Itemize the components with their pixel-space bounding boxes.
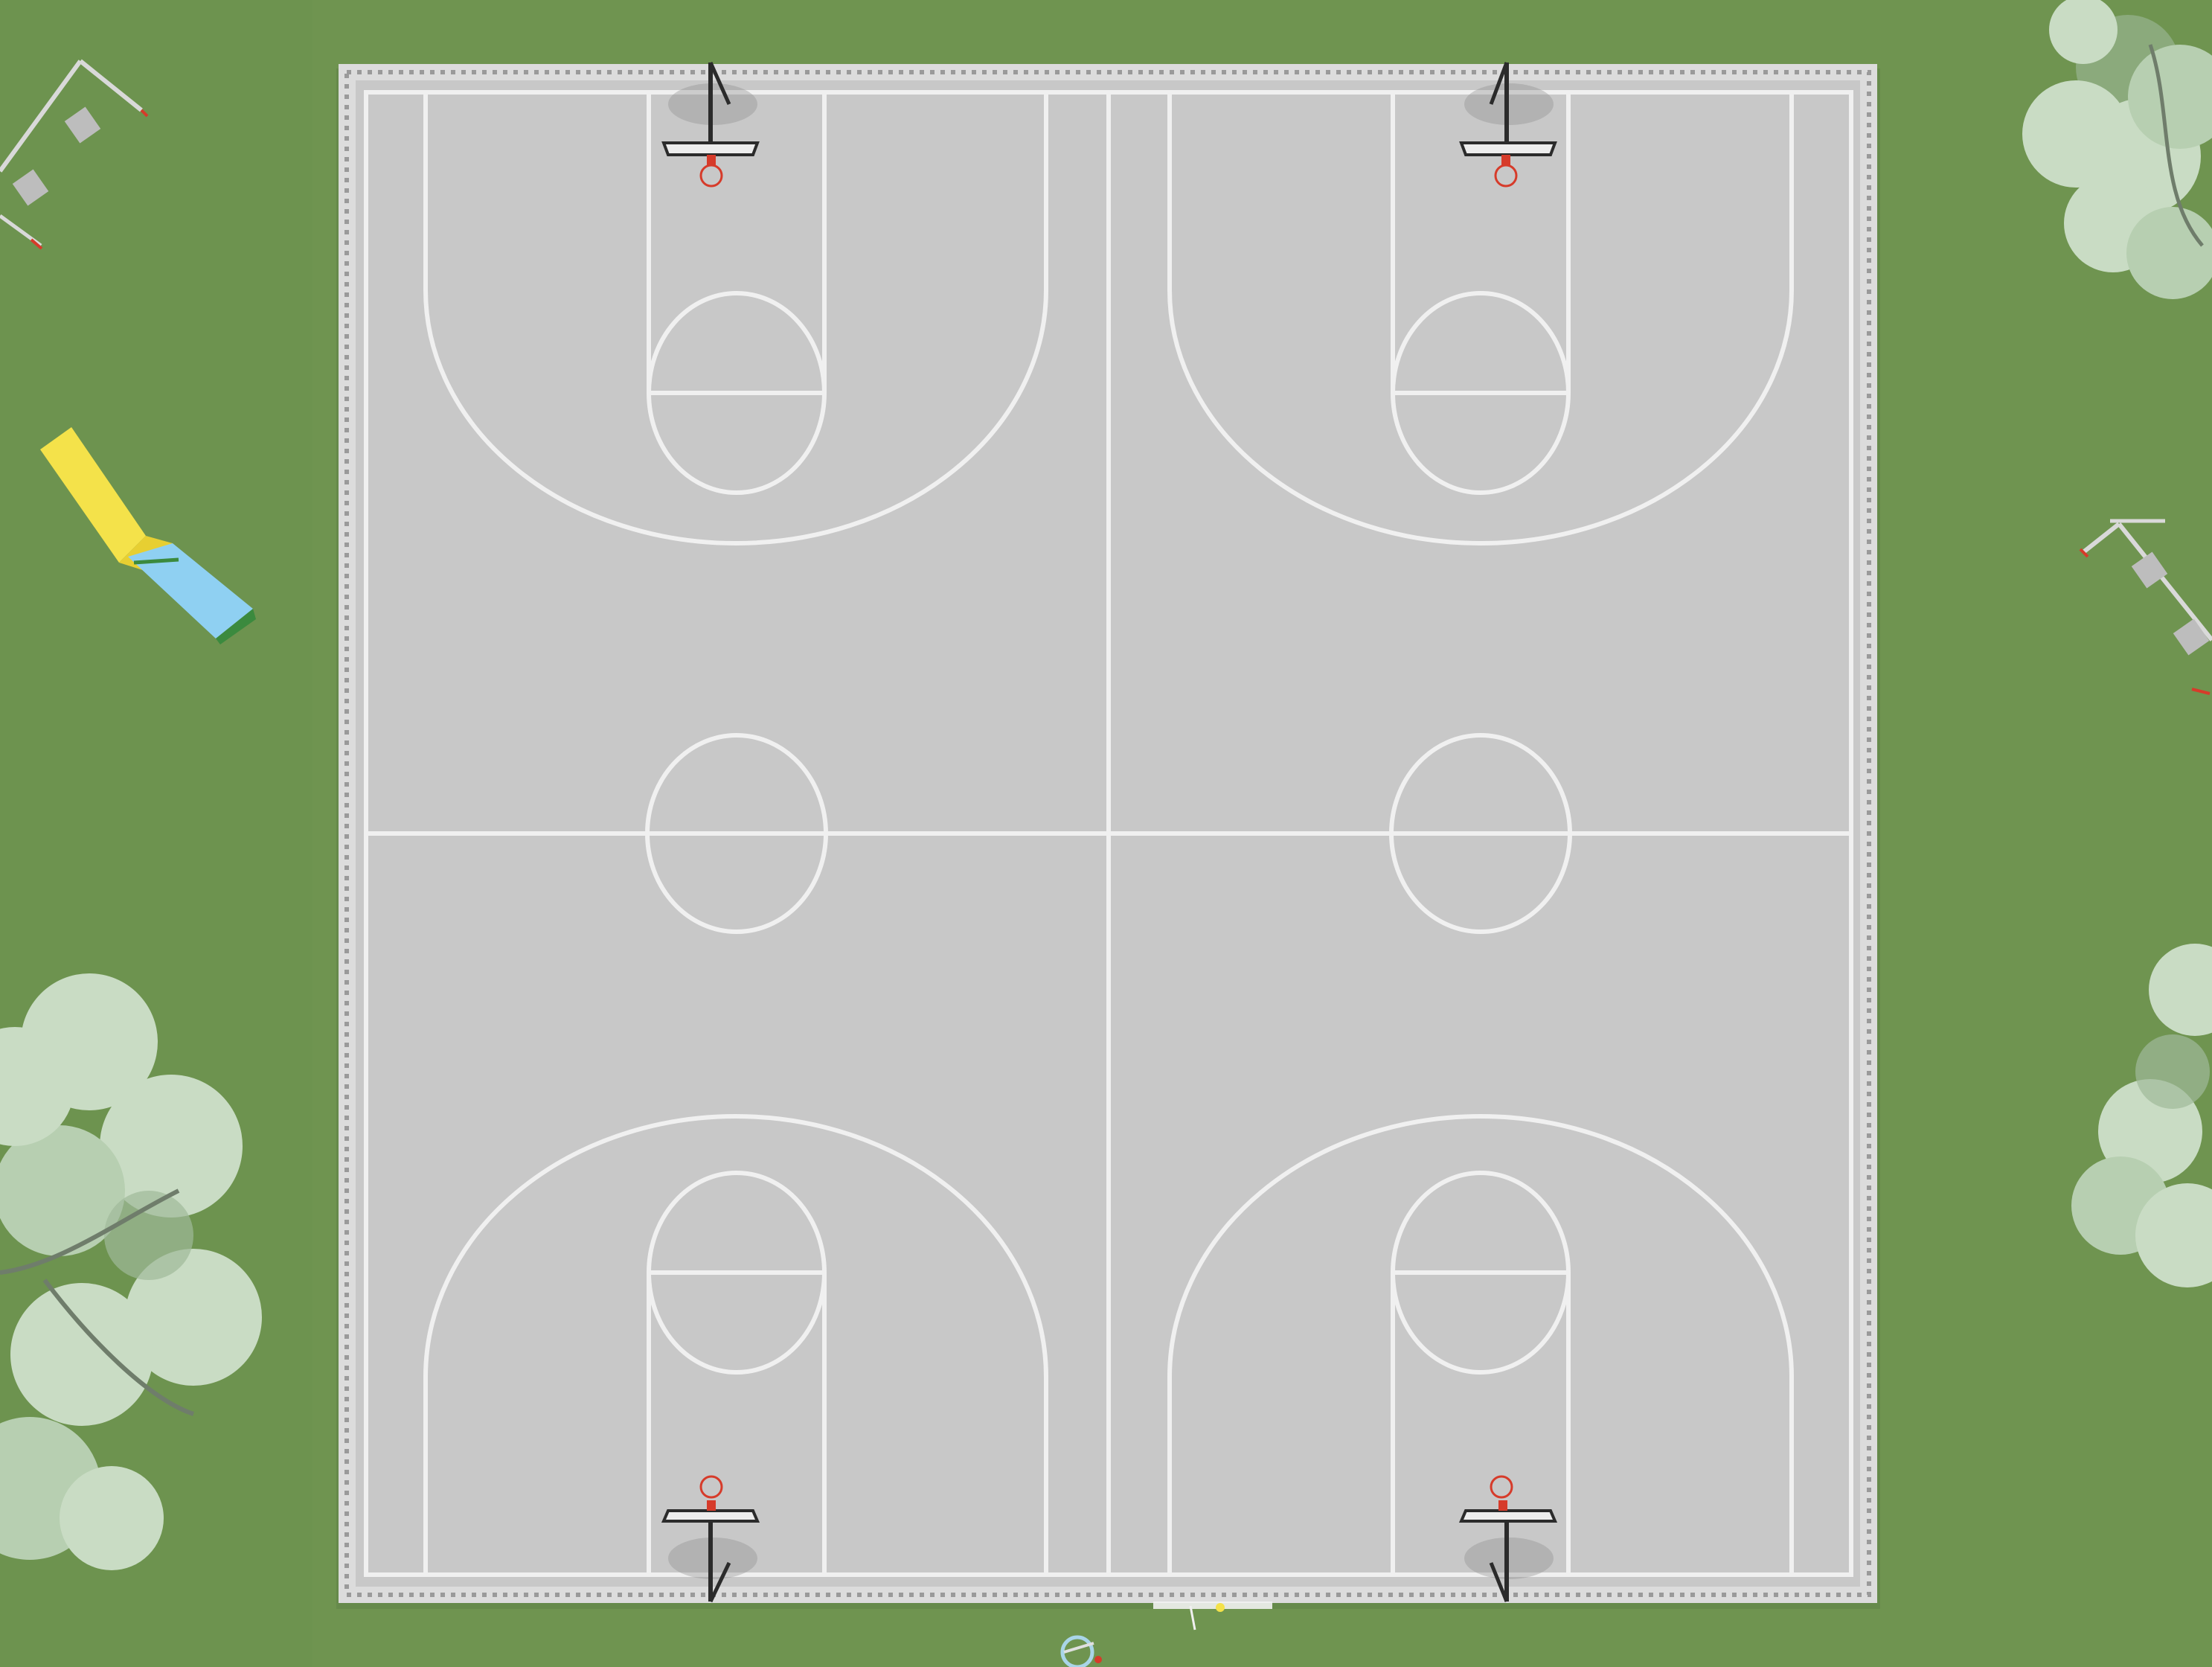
top-right-key: [1167, 92, 1794, 545]
bottom-left-key: [423, 1114, 1048, 1575]
basket-bottom-left: [661, 1475, 760, 1603]
basket-bottom-right: [1458, 1475, 1558, 1602]
grass-shade-left: [0, 0, 312, 1667]
swing-set-top-left: [0, 59, 149, 250]
court-fence-inner: [344, 70, 1871, 1597]
left-center-circle: [645, 733, 828, 934]
tree-top-right: [2022, 0, 2212, 299]
right-center-circle: [1389, 733, 1572, 934]
top-left-key: [423, 92, 1048, 545]
tree-bottom-left: [0, 973, 262, 1570]
slide-playground: [40, 427, 256, 644]
basket-top-left: [661, 61, 760, 188]
court-lines: [364, 90, 1853, 1577]
bottom-right-key: [1167, 1114, 1794, 1575]
tree-right-middle: [2071, 944, 2212, 1287]
gate-items-bottom: [1153, 1602, 1272, 1631]
swing-set-right: [2079, 519, 2212, 695]
basket-top-right: [1459, 62, 1557, 188]
bicycle: [1060, 1635, 1102, 1667]
